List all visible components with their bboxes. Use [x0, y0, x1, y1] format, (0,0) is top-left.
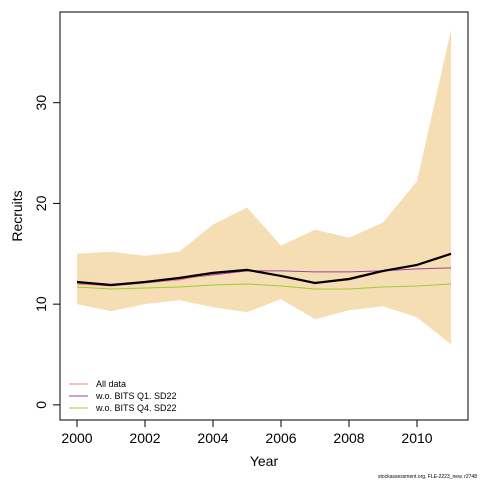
x-tick-label: 2004 [197, 430, 228, 446]
legend: All data w.o. BITS Q1. SD22 w.o. BITS Q4. … [69, 379, 177, 413]
x-tick-label: 2008 [333, 430, 364, 446]
y-tick-label: 10 [33, 296, 49, 312]
x-axis: 2000 2002 2004 2006 2008 2010 [61, 419, 433, 446]
x-tick-label: 2000 [61, 430, 92, 446]
footnote: stockassessment.org, FLE-2223_new, r2748 [378, 474, 477, 480]
x-tick-label: 2002 [129, 430, 160, 446]
series-line-3 [76, 283, 452, 290]
confidence-band [77, 30, 451, 345]
x-tick-label: 2006 [265, 430, 296, 446]
y-axis-title: Recruits [9, 190, 25, 241]
y-tick-label: 30 [33, 95, 49, 111]
estimate-line [76, 252, 452, 287]
x-axis-title: Year [250, 453, 279, 469]
y-tick-label: 0 [33, 401, 49, 409]
x-tick-label: 2010 [401, 430, 432, 446]
y-axis: 0 10 20 30 [33, 95, 61, 409]
legend-label-2: w.o. BITS Q1. SD22 [95, 391, 177, 401]
y-tick-label: 20 [33, 195, 49, 211]
legend-label-3: w.o. BITS Q4. SD22 [95, 403, 177, 413]
legend-label-1: All data [96, 379, 126, 389]
